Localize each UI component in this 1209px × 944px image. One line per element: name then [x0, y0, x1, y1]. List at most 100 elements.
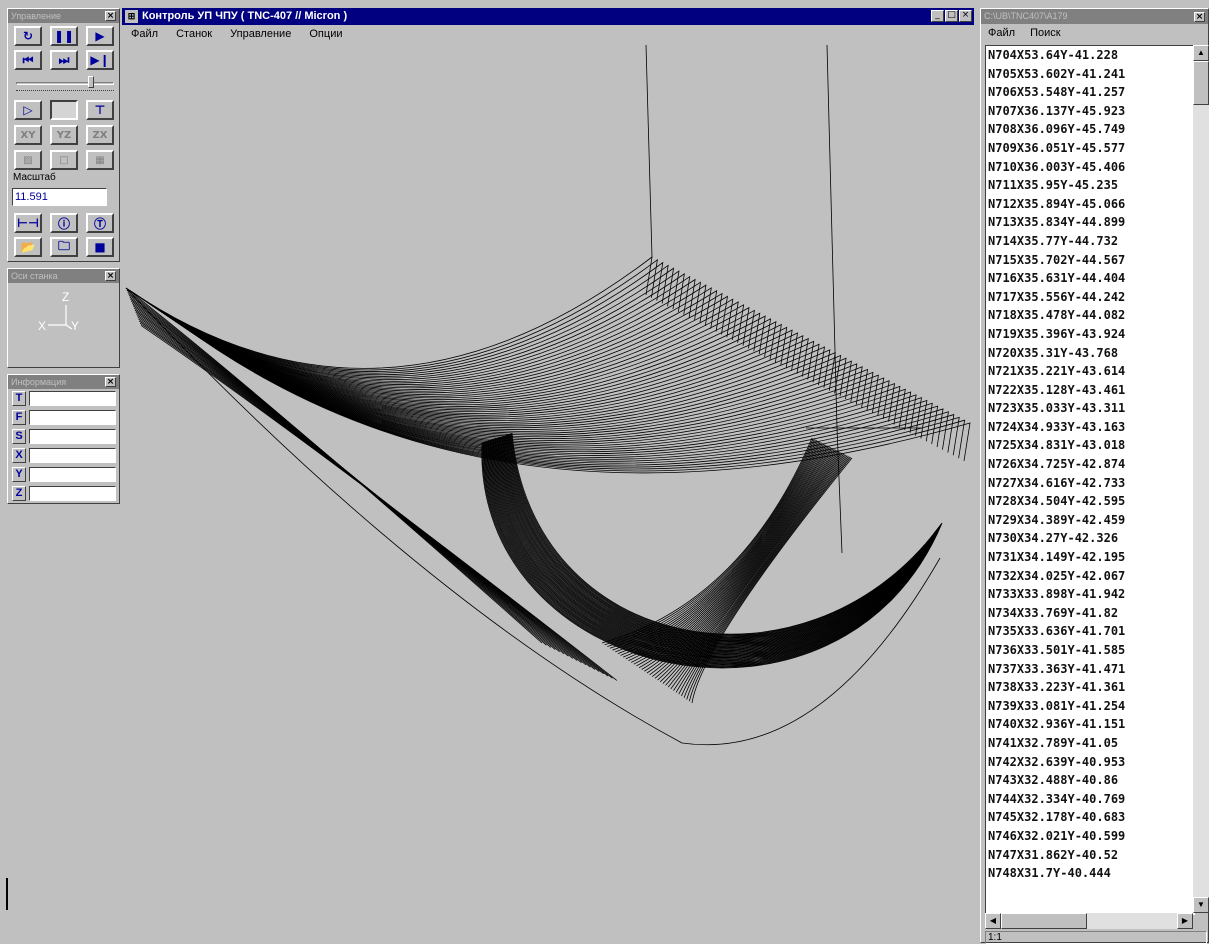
program-line[interactable]: N731X34.149Y-42.195	[988, 550, 1126, 565]
play-button[interactable]: ▶	[86, 26, 114, 46]
program-line[interactable]: N728X34.504Y-42.595	[988, 494, 1126, 509]
tool-button[interactable]: ⊤	[86, 100, 114, 120]
blank-button[interactable]	[50, 100, 78, 120]
scroll-down-button[interactable]: ▼	[1193, 897, 1209, 913]
save-file-button[interactable]: 🗀	[50, 237, 78, 257]
program-line[interactable]: N733X33.898Y-41.942	[988, 587, 1126, 602]
program-line[interactable]: N725X34.831Y-43.018	[988, 438, 1126, 453]
program-line[interactable]: N719X35.396Y-43.924	[988, 326, 1126, 341]
program-listing[interactable]: N704X53.64Y-41.228 N705X53.602Y-41.241 N70…	[985, 45, 1195, 915]
program-line[interactable]: N706X53.548Y-41.257	[988, 85, 1126, 100]
program-line[interactable]: N721X35.221Y-43.614	[988, 364, 1126, 379]
program-line[interactable]: N741X32.789Y-41.05	[988, 735, 1119, 750]
program-line[interactable]: N734X33.769Y-41.82	[988, 605, 1119, 620]
menu-control[interactable]: Управление	[230, 28, 292, 40]
scroll-left-button[interactable]: ◀	[985, 913, 1001, 929]
pause-button[interactable]: ❚❚	[50, 26, 78, 46]
info-field-s[interactable]	[29, 429, 116, 444]
info-field-y[interactable]	[29, 467, 116, 482]
program-line[interactable]: N747X31.862Y-40.52	[988, 847, 1119, 862]
program-line[interactable]: N710X36.003Y-45.406	[988, 159, 1126, 174]
menu-file[interactable]: Файл	[131, 28, 159, 40]
restart-button[interactable]: ↻	[14, 26, 42, 46]
program-line[interactable]: N743X32.488Y-40.86	[988, 773, 1119, 788]
program-line[interactable]: N715X35.702Y-44.567	[988, 252, 1126, 267]
program-line[interactable]: N723X35.033Y-43.311	[988, 401, 1126, 416]
program-line[interactable]: N744X32.334Y-40.769	[988, 791, 1126, 806]
program-line[interactable]: N722X35.128Y-43.461	[988, 382, 1126, 397]
close-icon[interactable]: ×	[105, 11, 116, 21]
toolpath-button[interactable]: ▷	[14, 100, 42, 120]
speed-slider[interactable]	[16, 75, 114, 93]
program-line[interactable]: N709X36.051Y-45.577	[988, 140, 1126, 155]
menu-search[interactable]: Поиск	[1030, 27, 1061, 39]
program-line[interactable]: N729X34.389Y-42.459	[988, 512, 1126, 527]
program-line[interactable]: N708X36.096Y-45.749	[988, 122, 1126, 137]
xy-plane-button[interactable]: XY	[14, 125, 42, 145]
scroll-thumb[interactable]	[1193, 61, 1209, 105]
view-a-button[interactable]: ▨	[14, 150, 42, 170]
info-button[interactable]: ⓘ	[50, 213, 78, 233]
main-title-bar[interactable]: ⊞ Контроль УП ЧПУ ( TNC-407 // Micron )	[122, 8, 974, 25]
toolpath-viewport[interactable]	[122, 43, 974, 943]
program-line[interactable]: N716X35.631Y-44.404	[988, 271, 1126, 286]
info-field-x[interactable]	[29, 448, 116, 463]
program-line[interactable]: N718X35.478Y-44.082	[988, 308, 1126, 323]
program-line[interactable]: N707X36.137Y-45.923	[988, 103, 1126, 118]
close-icon[interactable]: ×	[105, 271, 116, 281]
to-start-button[interactable]: ⏮	[14, 50, 42, 70]
zx-plane-button[interactable]: ZX	[86, 125, 114, 145]
program-line[interactable]: N738X33.223Y-41.361	[988, 680, 1126, 695]
info-field-z[interactable]	[29, 486, 116, 501]
program-line[interactable]: N737X33.363Y-41.471	[988, 661, 1126, 676]
program-line[interactable]: N730X34.27Y-42.326	[988, 531, 1119, 546]
program-title-bar[interactable]: C:\UB\TNC407\A179	[981, 9, 1208, 24]
folder-button[interactable]: ■	[86, 237, 114, 257]
info-field-f[interactable]	[29, 410, 116, 425]
open-file-button[interactable]: 📂	[14, 237, 42, 257]
program-line[interactable]: N736X33.501Y-41.585	[988, 643, 1126, 657]
vertical-scrollbar[interactable]: ▲ ▼	[1193, 45, 1209, 913]
program-line[interactable]: N739X33.081Y-41.254	[988, 698, 1126, 713]
yz-plane-button[interactable]: YZ	[50, 125, 78, 145]
view-b-button[interactable]: □	[50, 150, 78, 170]
program-line[interactable]: N711X35.95Y-45.235	[988, 178, 1119, 193]
close-icon[interactable]: ×	[1194, 12, 1205, 22]
scroll-right-button[interactable]: ▶	[1177, 913, 1193, 929]
program-line[interactable]: N717X35.556Y-44.242	[988, 289, 1126, 304]
program-line[interactable]: N745X32.178Y-40.683	[988, 810, 1126, 825]
close-button[interactable]: ×	[959, 10, 972, 22]
program-line[interactable]: N720X35.31Y-43.768	[988, 345, 1119, 360]
hscroll-thumb[interactable]	[1001, 913, 1087, 929]
program-line[interactable]: N724X34.933Y-43.163	[988, 419, 1126, 434]
menu-options[interactable]: Опции	[309, 28, 343, 40]
horizontal-scrollbar[interactable]: ◀ ▶	[985, 913, 1193, 929]
maximize-button[interactable]: □	[945, 10, 958, 22]
program-line[interactable]: N705X53.602Y-41.241	[988, 66, 1126, 81]
program-line[interactable]: N714X35.77Y-44.732	[988, 233, 1119, 248]
program-line[interactable]: N740X32.936Y-41.151	[988, 717, 1126, 732]
menu-file[interactable]: Файл	[988, 27, 1016, 39]
program-line[interactable]: N713X35.834Y-44.899	[988, 215, 1126, 230]
to-end-button[interactable]: ▶❙	[86, 50, 114, 70]
tool-select-button[interactable]: Ⓣ	[86, 213, 114, 233]
program-line[interactable]: N735X33.636Y-41.701	[988, 624, 1126, 639]
measure-button[interactable]: ⊢⊣	[14, 213, 42, 233]
program-line[interactable]: N748X31.7Y-40.444	[988, 866, 1111, 881]
close-icon[interactable]: ×	[105, 377, 116, 387]
step-button[interactable]: ⏭	[50, 50, 78, 70]
program-line[interactable]: N726X34.725Y-42.874	[988, 457, 1126, 472]
view-c-button[interactable]: ▦	[86, 150, 114, 170]
program-line[interactable]: N727X34.616Y-42.733	[988, 475, 1126, 490]
program-line[interactable]: N746X32.021Y-40.599	[988, 828, 1126, 843]
scroll-up-button[interactable]: ▲	[1193, 45, 1209, 61]
scale-field[interactable]: 11.591	[12, 188, 107, 206]
program-line[interactable]: N704X53.64Y-41.228	[988, 48, 1119, 62]
program-line[interactable]: N742X32.639Y-40.953	[988, 754, 1126, 769]
program-line[interactable]: N732X34.025Y-42.067	[988, 568, 1126, 583]
program-line[interactable]: N712X35.894Y-45.066	[988, 196, 1126, 211]
minimize-button[interactable]: _	[931, 10, 944, 22]
slider-thumb[interactable]	[88, 76, 94, 88]
menu-machine[interactable]: Станок	[176, 28, 213, 40]
info-field-t[interactable]	[29, 391, 116, 406]
